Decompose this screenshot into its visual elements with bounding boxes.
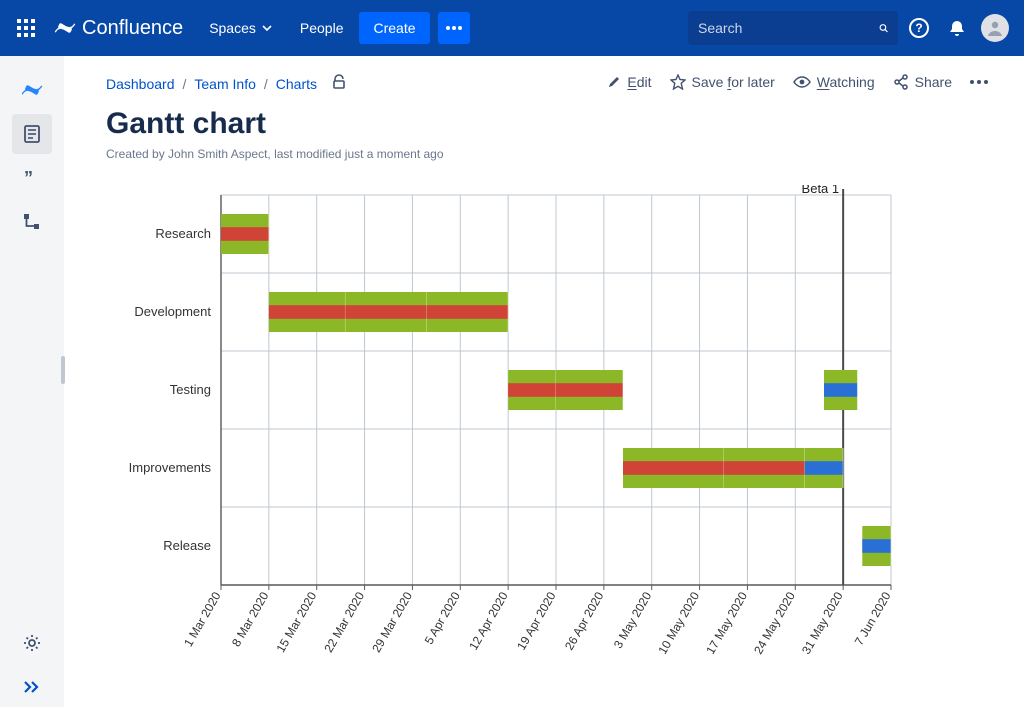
spaces-menu[interactable]: Spaces [197, 12, 284, 44]
ellipsis-icon [446, 26, 462, 30]
breadcrumb-sep: / [264, 76, 268, 92]
profile-avatar[interactable] [978, 11, 1012, 45]
page-byline: Created by John Smith Aspect, last modif… [106, 147, 988, 161]
search-icon [879, 20, 888, 36]
left-rail: ” [0, 56, 64, 707]
svg-text:Testing: Testing [170, 382, 211, 397]
svg-text:19 Apr 2020: 19 Apr 2020 [514, 589, 559, 652]
save-for-later-action[interactable]: Save for later [670, 74, 775, 90]
svg-text:?: ? [915, 21, 922, 35]
svg-text:Development: Development [134, 304, 211, 319]
search-input[interactable] [698, 20, 879, 36]
product-name: Confluence [82, 17, 183, 40]
svg-text:Beta 1: Beta 1 [802, 185, 840, 196]
rail-confluence-icon[interactable] [12, 70, 52, 110]
create-label: Create [373, 20, 415, 36]
svg-text:Release: Release [163, 538, 211, 553]
spaces-label: Spaces [209, 20, 256, 36]
svg-text:12 Apr 2020: 12 Apr 2020 [466, 589, 511, 652]
breadcrumb-item[interactable]: Charts [276, 76, 317, 92]
create-more-button[interactable] [438, 12, 470, 44]
confluence-logo-icon [54, 17, 76, 39]
people-menu[interactable]: People [288, 12, 356, 44]
gantt-svg: Research Development Testing Improvements Re… [106, 185, 906, 665]
share-icon [893, 74, 909, 90]
svg-text:15 Mar 2020: 15 Mar 2020 [273, 589, 319, 655]
create-button[interactable]: Create [359, 12, 429, 44]
svg-text:5 Apr 2020: 5 Apr 2020 [422, 589, 463, 647]
app-switcher-icon[interactable] [12, 14, 40, 42]
breadcrumb-sep: / [183, 76, 187, 92]
watching-action[interactable]: Watching [793, 74, 875, 90]
more-actions[interactable] [970, 80, 988, 84]
people-label: People [300, 20, 344, 36]
rail-quote-icon[interactable]: ” [12, 158, 52, 198]
svg-text:8 Mar 2020: 8 Mar 2020 [229, 589, 272, 649]
share-action[interactable]: Share [893, 74, 952, 90]
breadcrumb-item[interactable]: Team Info [194, 76, 255, 92]
svg-text:7 Jun 2020: 7 Jun 2020 [852, 589, 894, 648]
eye-icon [793, 75, 811, 89]
rail-pages-icon[interactable] [12, 114, 52, 154]
svg-text:Research: Research [155, 226, 211, 241]
app-window: Confluence Spaces People Create ? [0, 0, 1024, 707]
svg-text:3 May 2020: 3 May 2020 [611, 589, 655, 651]
gantt-chart: Research Development Testing Improvements Re… [106, 185, 988, 665]
rail-settings-icon[interactable] [12, 623, 52, 663]
pencil-icon [607, 75, 621, 89]
svg-text:Improvements: Improvements [129, 460, 212, 475]
page-title: Gantt chart [106, 107, 988, 141]
rail-tree-icon[interactable] [12, 202, 52, 242]
svg-text:29 Mar 2020: 29 Mar 2020 [369, 589, 415, 655]
breadcrumb-item[interactable]: Dashboard [106, 76, 175, 92]
svg-text:31 May 2020: 31 May 2020 [799, 589, 846, 656]
help-icon[interactable]: ? [902, 11, 936, 45]
svg-text:24 May 2020: 24 May 2020 [751, 589, 798, 656]
chevron-down-icon [262, 23, 272, 33]
svg-text:22 Mar 2020: 22 Mar 2020 [321, 589, 367, 655]
star-icon [670, 74, 686, 90]
notifications-icon[interactable] [940, 11, 974, 45]
edit-label: dit [637, 74, 652, 90]
rail-expand-icon[interactable] [12, 667, 52, 707]
breadcrumb-restrictions-icon[interactable] [331, 74, 347, 93]
share-label: Share [915, 74, 952, 90]
edit-action[interactable]: Edit [607, 74, 651, 90]
svg-text:26 Apr 2020: 26 Apr 2020 [562, 589, 607, 652]
search-box[interactable] [688, 11, 898, 45]
top-nav: Confluence Spaces People Create ? [0, 0, 1024, 56]
svg-text:10 May 2020: 10 May 2020 [655, 589, 702, 656]
main-content: Dashboard / Team Info / Charts Edit Save… [64, 56, 1024, 707]
product-brand[interactable]: Confluence [44, 17, 193, 40]
svg-text:17 May 2020: 17 May 2020 [703, 589, 750, 656]
svg-text:1 Mar 2020: 1 Mar 2020 [181, 589, 224, 649]
svg-text:”: ” [24, 168, 33, 188]
page-actions: Edit Save for later Watching Share [607, 74, 988, 90]
ellipsis-icon [970, 80, 988, 84]
